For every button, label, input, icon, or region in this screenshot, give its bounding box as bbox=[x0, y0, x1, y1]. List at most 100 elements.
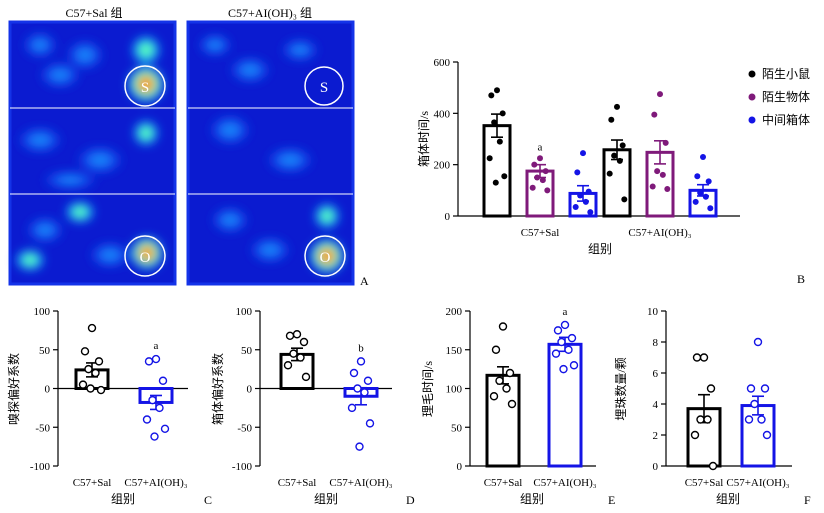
data-point bbox=[502, 384, 511, 393]
data-point bbox=[489, 392, 499, 401]
data-point bbox=[142, 415, 152, 424]
annotation-label: b bbox=[358, 342, 364, 354]
x-tick-label: C57+AI(OH)₃ bbox=[329, 477, 392, 489]
data-point bbox=[706, 384, 716, 393]
data-point bbox=[155, 403, 164, 413]
data-point bbox=[496, 138, 503, 145]
data-point bbox=[80, 347, 90, 356]
x-tick-label: C57+AI(OH)₃ bbox=[124, 477, 187, 489]
y-tick-label: 100 bbox=[34, 306, 51, 318]
data-point bbox=[705, 178, 712, 185]
x-tick-label: C57+Sal bbox=[484, 477, 523, 489]
data-point bbox=[696, 415, 705, 424]
data-point bbox=[557, 337, 566, 347]
y-tick-label: 0 bbox=[653, 461, 659, 473]
y-tick-label: 400 bbox=[434, 108, 451, 120]
data-point bbox=[148, 395, 157, 405]
data-point bbox=[692, 353, 702, 362]
legend-label: 陌生物体 bbox=[762, 90, 810, 104]
heatmap-panel: C57+Sal 组 C57+AI(OH)₃ 组 bbox=[8, 6, 369, 288]
y-axis-title: 箱体偏好系数 bbox=[210, 353, 225, 425]
data-point bbox=[158, 376, 168, 385]
y-tick-label: 600 bbox=[434, 57, 451, 69]
data-point bbox=[690, 430, 700, 440]
panel-letter-c: C bbox=[204, 493, 212, 507]
data-point bbox=[495, 376, 504, 385]
heatmap-right-s-zone bbox=[304, 66, 344, 106]
data-point bbox=[616, 157, 623, 164]
data-point bbox=[757, 415, 766, 424]
y-tick-label: 200 bbox=[446, 306, 463, 318]
data-point bbox=[289, 349, 298, 358]
data-point bbox=[539, 177, 546, 184]
panel-letter-a: A bbox=[360, 274, 369, 288]
x-axis-title: 组别 bbox=[716, 492, 740, 506]
data-point bbox=[760, 384, 770, 393]
data-point bbox=[649, 183, 656, 190]
data-point bbox=[662, 139, 669, 146]
x-tick-label: C57+AI(OH)₃ bbox=[726, 477, 789, 489]
annotation-label: a bbox=[538, 141, 543, 153]
data-point bbox=[574, 169, 581, 176]
data-point bbox=[657, 91, 663, 98]
data-point bbox=[537, 155, 543, 162]
heatmap-right-title: C57+AI(OH)₃ 组 bbox=[228, 6, 312, 20]
y-axis-title: 埋珠数量/颗 bbox=[613, 357, 628, 420]
bar bbox=[482, 124, 512, 218]
x-tick-label: C57+Sal bbox=[73, 477, 112, 489]
heatmap-left-s-zone bbox=[124, 65, 166, 107]
y-tick-label: 10 bbox=[647, 306, 659, 318]
y-tick-label: 50 bbox=[241, 345, 253, 357]
data-point bbox=[703, 415, 712, 424]
data-point bbox=[606, 170, 613, 177]
chart-panel-f: 0 2 4 6 8 10 C57+Sal C57+AI(OH)₃ 埋珠数量/颗组别 F bbox=[613, 306, 811, 507]
data-point bbox=[700, 153, 706, 160]
data-point bbox=[572, 204, 579, 211]
heatmap-right-s-label: S bbox=[320, 80, 328, 96]
data-point bbox=[353, 384, 362, 393]
x-tick-label: C57+Sal bbox=[521, 227, 560, 239]
data-point bbox=[564, 345, 573, 354]
data-point bbox=[360, 388, 369, 397]
data-point bbox=[160, 424, 170, 433]
data-point bbox=[544, 187, 551, 194]
data-point bbox=[651, 111, 658, 118]
data-point bbox=[611, 152, 618, 159]
data-point bbox=[150, 432, 159, 441]
data-point bbox=[301, 372, 311, 382]
y-axis-title: 理毛时间/s bbox=[421, 361, 435, 417]
y-tick-label: 200 bbox=[434, 160, 451, 172]
legend-marker bbox=[748, 93, 756, 101]
chart-panel-e: 0 50 100 150 200 C57+Sal C57+AI(OH)₃ 理毛时间/s 组别 Ea bbox=[421, 306, 615, 507]
data-point bbox=[363, 376, 373, 385]
heatmap-right-o-label: O bbox=[320, 250, 331, 266]
data-point bbox=[529, 184, 536, 191]
y-axis-title: 箱体时间/s bbox=[416, 111, 431, 167]
data-point bbox=[96, 385, 106, 395]
data-point bbox=[356, 357, 366, 366]
data-point bbox=[746, 384, 756, 393]
data-point bbox=[285, 331, 295, 340]
data-point bbox=[494, 87, 500, 94]
x-tick-label: C57+AI(OH)₃ bbox=[533, 477, 596, 489]
x-tick-label: C57+AI(OH)₃ bbox=[628, 227, 691, 239]
data-point bbox=[702, 193, 709, 200]
y-tick-label: 100 bbox=[236, 306, 253, 318]
data-point bbox=[542, 168, 549, 175]
data-point bbox=[531, 161, 538, 168]
panel-letter-d: D bbox=[406, 493, 415, 507]
data-point bbox=[614, 103, 620, 110]
data-point bbox=[492, 179, 499, 186]
panel-letter-b: B bbox=[797, 272, 805, 286]
heatmap-right-o-zone bbox=[304, 235, 346, 277]
panel-letter-e: E bbox=[608, 493, 615, 507]
y-tick-label: 6 bbox=[653, 368, 659, 380]
data-point bbox=[507, 399, 517, 409]
data-point bbox=[296, 353, 305, 362]
data-point bbox=[744, 415, 754, 424]
data-point bbox=[349, 368, 359, 378]
x-axis-title: 组别 bbox=[520, 492, 544, 506]
chart-panel-b: 0 200 400 600 C57+Sal C57+AI(OH)₃ 箱体时间/s 组别 B 陌生小… bbox=[416, 57, 810, 286]
x-axis-title: 组别 bbox=[588, 242, 612, 256]
